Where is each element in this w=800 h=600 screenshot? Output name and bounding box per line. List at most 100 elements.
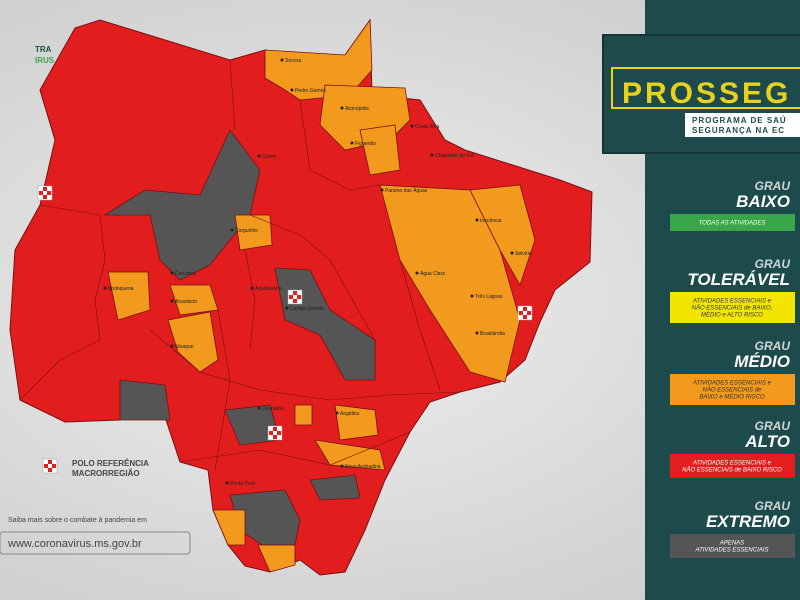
city-label: Anastácio [175,299,197,305]
legend-level: TOLERÁVEL [687,270,790,289]
city-label: Sonora [285,58,301,64]
city-label: Dourados [262,406,284,412]
city-label: Ponta Porã [230,481,255,487]
city-label: Brasilândia [480,331,505,337]
url-box [0,531,191,555]
legend-swatch [670,534,795,558]
city-dot [285,306,289,310]
city-dot [415,271,419,275]
city-label: Água Clara [420,270,445,277]
city-dot [340,106,344,110]
city-label: Selvíria [515,251,532,257]
legend-description: ATIVIDADES ESSENCIAIS [695,548,769,554]
city-label: Nova Andradina [345,464,381,470]
legend-swatch [670,214,795,231]
city-label: Aquidauana [255,286,282,292]
city-dot [350,141,354,145]
city-dot [430,153,434,157]
city-dot [257,154,261,158]
city-dot [280,58,284,62]
polo-icon-part [269,431,273,435]
city-dot [257,406,261,410]
city-dot [475,331,479,335]
city-label: Campo Grande [290,306,324,312]
city-dot [510,251,514,255]
city-label: Inocência [480,218,502,224]
city-dot [335,411,339,415]
city-label: Figueirão [355,141,376,147]
footer-text: Saiba mais sobre o combate à pandemia em [8,517,147,524]
polo-icon-part [47,191,51,195]
legend-grau: GRAU [755,257,791,271]
legend-description: NÃO ESSENCIAIS de [702,387,762,394]
legend-description: TODAS AS ATIVIDADES [699,221,766,227]
legend-description: ATIVIDADES ESSENCIAIS e [692,461,772,467]
polo-icon-part [39,191,43,195]
city-dot [250,286,254,290]
city-dot [470,294,474,298]
logo-text: IRUS [35,56,55,65]
city-dot [170,271,174,275]
city-label: Corumbá [175,271,196,277]
city-dot [230,228,234,232]
polo-icon-part [297,295,301,299]
city-label: Chapadão do Sul [435,153,474,159]
legend-description: NÃO ESSENCIAIS de BAIXO RISCO [682,467,782,474]
logo-text: TRA [35,45,52,54]
polo-icon-part [527,311,531,315]
polo-icon-part [523,315,527,319]
city-label: Nioaque [175,344,194,350]
polo-icon-part [519,311,523,315]
polo-icon-part [43,195,47,199]
city-dot [225,481,229,485]
footer-url[interactable]: www.coronavirus.ms.gov.br [7,538,142,550]
city-label: Costa Rica [415,124,440,130]
municipal-boundaries [19,59,461,471]
polo-icon [37,185,53,201]
polo-icon [267,425,283,441]
legend-swatch [670,292,795,323]
legend-level: ALTO [744,432,790,451]
polo-icon-part [273,427,277,431]
legend-description: NÃO ESSENCIAIS de BAIXO, [692,305,773,312]
subtitle: SEGURANÇA NA EC [692,126,785,135]
polo-icon [517,305,533,321]
city-label: Angélica [340,411,359,417]
polo-icon [42,458,58,474]
city-label: Pedro Gomes [295,88,326,94]
polo-icon-part [52,464,56,468]
polo-legend: MACRORREGIÃO [72,469,140,478]
city-dot [380,188,384,192]
city-label: Corguinho [235,228,258,234]
legend-description: MÉDIO e ALTO RISCO [701,312,763,319]
polo-icon-part [277,431,281,435]
city-label: Coxim [262,154,276,160]
city-dot [170,344,174,348]
legend-swatch [670,374,795,405]
legend-grau: GRAU [755,339,791,353]
subtitle: PROGRAMA DE SAÚ [692,116,787,125]
city-label: Alcinópolis [345,106,369,112]
legend-swatch [670,454,795,478]
legend-description: ATIVIDADES ESSENCIAIS e [692,381,772,387]
city-dot [170,299,174,303]
polo-icon-part [293,299,297,303]
city-dot [103,286,107,290]
legend-description: APENAS [719,541,744,547]
legend-level: MÉDIO [734,352,790,371]
city-label: Paraíso das Águas [385,187,428,194]
legend-description: ATIVIDADES ESSENCIAIS e [692,299,772,305]
polo-icon-part [293,291,297,295]
legend-level: EXTREMO [706,512,790,531]
city-dot [475,218,479,222]
legend-grau: GRAU [755,499,791,513]
legend-level: BAIXO [736,192,790,211]
legend-description: BAIXO e MÉDIO RISCO [699,394,765,401]
subtitle-box [685,113,800,137]
legend-grau: GRAU [755,419,791,433]
polo-icon-part [44,464,48,468]
polo-icon-part [48,460,52,464]
polo-icon-part [43,187,47,191]
